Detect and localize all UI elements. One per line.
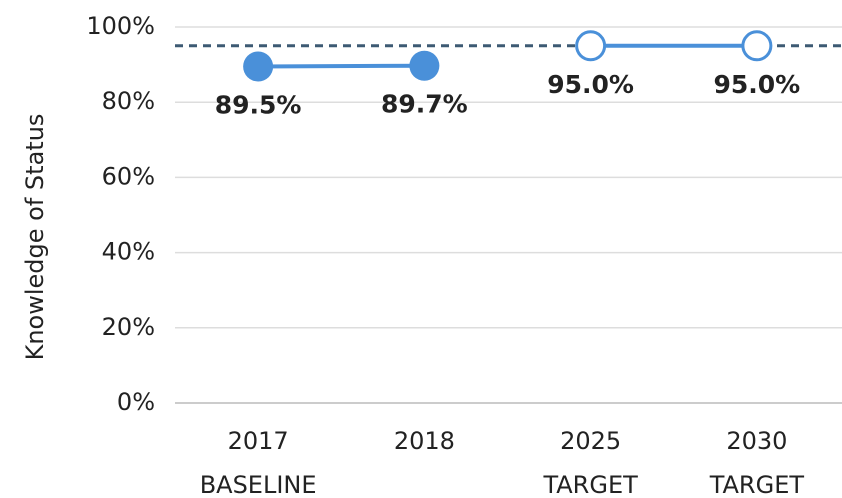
y-tick-label: 20% [102,313,155,341]
y-axis-title: Knowledge of Status [21,114,49,361]
point [409,50,440,81]
point [243,51,274,82]
point [575,30,607,62]
x-tick-label: 2025 [560,427,621,455]
data-label: 89.5% [215,90,302,119]
point [741,30,773,62]
y-tick-label: 80% [102,87,155,115]
data-label: 95.0% [714,70,801,99]
line [258,63,425,69]
x-tick-label: 2030 [726,427,787,455]
data-label: 89.7% [381,90,468,119]
y-tick-label: 40% [102,238,155,266]
y-tick-label: 60% [102,162,155,190]
x-tick-label: TARGET [542,471,638,498]
y-tick-label: 100% [86,12,155,40]
y-tick-label: 0% [117,388,155,416]
data-label: 95.0% [547,70,634,99]
x-tick-label: 2018 [394,427,455,455]
x-tick-label: BASELINE [200,471,317,498]
x-tick-label: TARGET [709,471,805,498]
x-tick-label: 2017 [228,427,289,455]
